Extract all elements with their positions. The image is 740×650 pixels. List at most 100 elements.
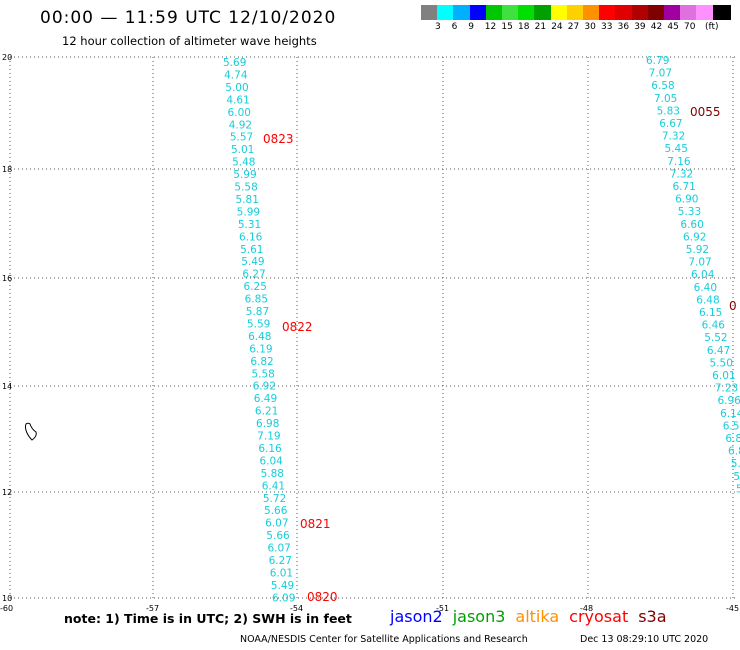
wave-height-value: 5.59 bbox=[247, 318, 270, 330]
legend-label: 27 bbox=[567, 22, 580, 32]
pass-time-label: 0821 bbox=[300, 517, 331, 531]
satellite-legend: jason2 jason3 altika cryosat s3a bbox=[390, 607, 677, 626]
wave-height-value: 5 bbox=[736, 483, 740, 495]
legend-label: 39 bbox=[634, 22, 646, 32]
wave-height-value: 6.07 bbox=[267, 543, 290, 555]
pass-time-label: 0 bbox=[729, 299, 737, 313]
longitude-tick-label: -57 bbox=[146, 604, 159, 613]
wave-height-value: 6.27 bbox=[269, 555, 292, 567]
longitude-tick-label: -48 bbox=[580, 604, 593, 613]
legend-label: 15 bbox=[501, 22, 513, 32]
wave-height-value: 7.07 bbox=[688, 257, 711, 269]
legend-label: 12 bbox=[484, 22, 497, 32]
latitude-tick-label: 10 bbox=[2, 594, 12, 603]
wave-height-value: 6.19 bbox=[249, 343, 272, 355]
wave-height-value: 6.00 bbox=[228, 107, 251, 119]
latitude-tick-label: 18 bbox=[2, 165, 12, 174]
wave-height-value: 6.85 bbox=[245, 294, 268, 306]
wave-height-value: 4.92 bbox=[229, 119, 252, 131]
legend-swatch bbox=[437, 5, 456, 20]
wave-height-value: 7.19 bbox=[257, 431, 280, 443]
wave-height-value: 5.87 bbox=[246, 306, 269, 318]
legend-swatch bbox=[631, 5, 650, 20]
east-pass-values: 6.797.076.587.055.836.677.325.457.167.32… bbox=[646, 55, 740, 495]
legend-label: 45 bbox=[667, 22, 679, 32]
legend-unit: (ft) bbox=[705, 22, 719, 32]
wave-height-value: 5.01 bbox=[231, 144, 254, 156]
wave-height-value: 6.46 bbox=[702, 320, 726, 332]
footer-note: note: 1) Time is in UTC; 2) SWH is in fe… bbox=[64, 611, 352, 626]
longitude-tick-label: -51 bbox=[436, 604, 449, 613]
axis-tick-labels: 20 18 16 14 12 10-60 -57 -54 -51 -48 -45 bbox=[0, 53, 739, 613]
wave-height-value: 7.07 bbox=[649, 68, 672, 80]
wave-height-value: 5.48 bbox=[232, 157, 255, 169]
wave-height-value: 7.32 bbox=[662, 131, 685, 143]
wave-height-value: 5.45 bbox=[665, 143, 688, 155]
wave-height-value: 5.58 bbox=[251, 368, 274, 380]
wave-height-value: 6.25 bbox=[244, 281, 267, 293]
wave-height-value: 5.72 bbox=[263, 493, 286, 505]
legend-swatch bbox=[583, 5, 601, 20]
wave-height-value: 6.8 bbox=[725, 433, 740, 445]
wave-height-value: 5.99 bbox=[233, 169, 256, 181]
legend-label: 6 bbox=[451, 22, 458, 32]
legend-swatch bbox=[712, 5, 731, 20]
wave-height-value: 5.69 bbox=[223, 57, 246, 69]
longitude-tick-label: -54 bbox=[290, 604, 303, 613]
wave-height-value: 7.05 bbox=[654, 93, 677, 105]
wave-height-value: 6.04 bbox=[259, 455, 283, 467]
wave-height-value: 5.31 bbox=[238, 219, 261, 231]
wave-height-value: 6.41 bbox=[262, 480, 285, 492]
legend-label: 30 bbox=[584, 22, 596, 32]
wave-height-value: 6.16 bbox=[239, 231, 263, 243]
pass-time-label: 0055 bbox=[690, 105, 721, 119]
wave-height-value: 6.92 bbox=[683, 231, 706, 243]
legend-label: 21 bbox=[534, 22, 547, 32]
wave-height-value: 5.58 bbox=[234, 182, 257, 194]
legend-swatch bbox=[485, 5, 504, 20]
wave-height-value: 5.99 bbox=[237, 206, 260, 218]
wave-height-value: 5.88 bbox=[261, 468, 284, 480]
wave-height-value: 4.74 bbox=[224, 69, 248, 81]
wave-height-value: 5.50 bbox=[710, 357, 733, 369]
wave-height-value: 7.23 bbox=[715, 383, 738, 395]
legend-label: 3 bbox=[435, 22, 441, 32]
legend-label: 18 bbox=[518, 22, 530, 32]
pass-time-labels: 0823 0822 0821 0820 0055 0 bbox=[263, 105, 737, 604]
legend-swatch bbox=[599, 5, 618, 20]
map-subtitle: 12 hour collection of altimeter wave hei… bbox=[62, 34, 317, 48]
legend-swatch bbox=[680, 5, 699, 20]
wave-height-value: 6.01 bbox=[270, 567, 293, 579]
wave-height-value: 5.92 bbox=[686, 244, 709, 256]
generation-timestamp: Dec 13 08:29:10 UTC 2020 bbox=[580, 634, 709, 645]
wave-height-value: 6.01 bbox=[712, 370, 735, 382]
satellite-jason3: jason3 bbox=[452, 607, 506, 626]
satellite-cryosat: cryosat bbox=[569, 607, 629, 626]
legend-label: 42 bbox=[650, 22, 663, 32]
wave-height-value: 6.49 bbox=[254, 393, 277, 405]
wave-height-value: 5. bbox=[731, 458, 740, 470]
wave-height-value: 5.49 bbox=[271, 580, 294, 592]
credit-line: NOAA/NESDIS Center for Satellite Applica… bbox=[240, 634, 528, 645]
pass-time-label: 0823 bbox=[263, 132, 294, 146]
wave-height-value: 5 bbox=[733, 471, 740, 483]
wave-height-value: 6.48 bbox=[696, 294, 719, 306]
map-title: 00:00 — 11:59 UTC 12/10/2020 bbox=[40, 8, 337, 28]
wave-height-value: 6.82 bbox=[250, 356, 273, 368]
wave-height-value: 6.04 bbox=[691, 269, 715, 281]
longitude-tick-label: -60 bbox=[0, 604, 13, 613]
longitude-tick-label: -45 bbox=[726, 604, 739, 613]
wave-height-value: 6.40 bbox=[694, 282, 717, 294]
wave-height-value: 6.90 bbox=[675, 194, 698, 206]
wave-height-value: 6.98 bbox=[256, 418, 279, 430]
wave-height-value: 5.81 bbox=[236, 194, 259, 206]
legend-swatch bbox=[647, 5, 666, 20]
pass-time-label: 0820 bbox=[307, 590, 338, 604]
satellite-jason2: jason2 bbox=[390, 607, 443, 626]
wave-height-value: 6.16 bbox=[258, 443, 282, 455]
legend-swatch bbox=[534, 5, 553, 20]
wave-height-value: 6.48 bbox=[248, 331, 271, 343]
graticule bbox=[9, 56, 735, 600]
wave-height-value: 6.67 bbox=[659, 118, 682, 130]
